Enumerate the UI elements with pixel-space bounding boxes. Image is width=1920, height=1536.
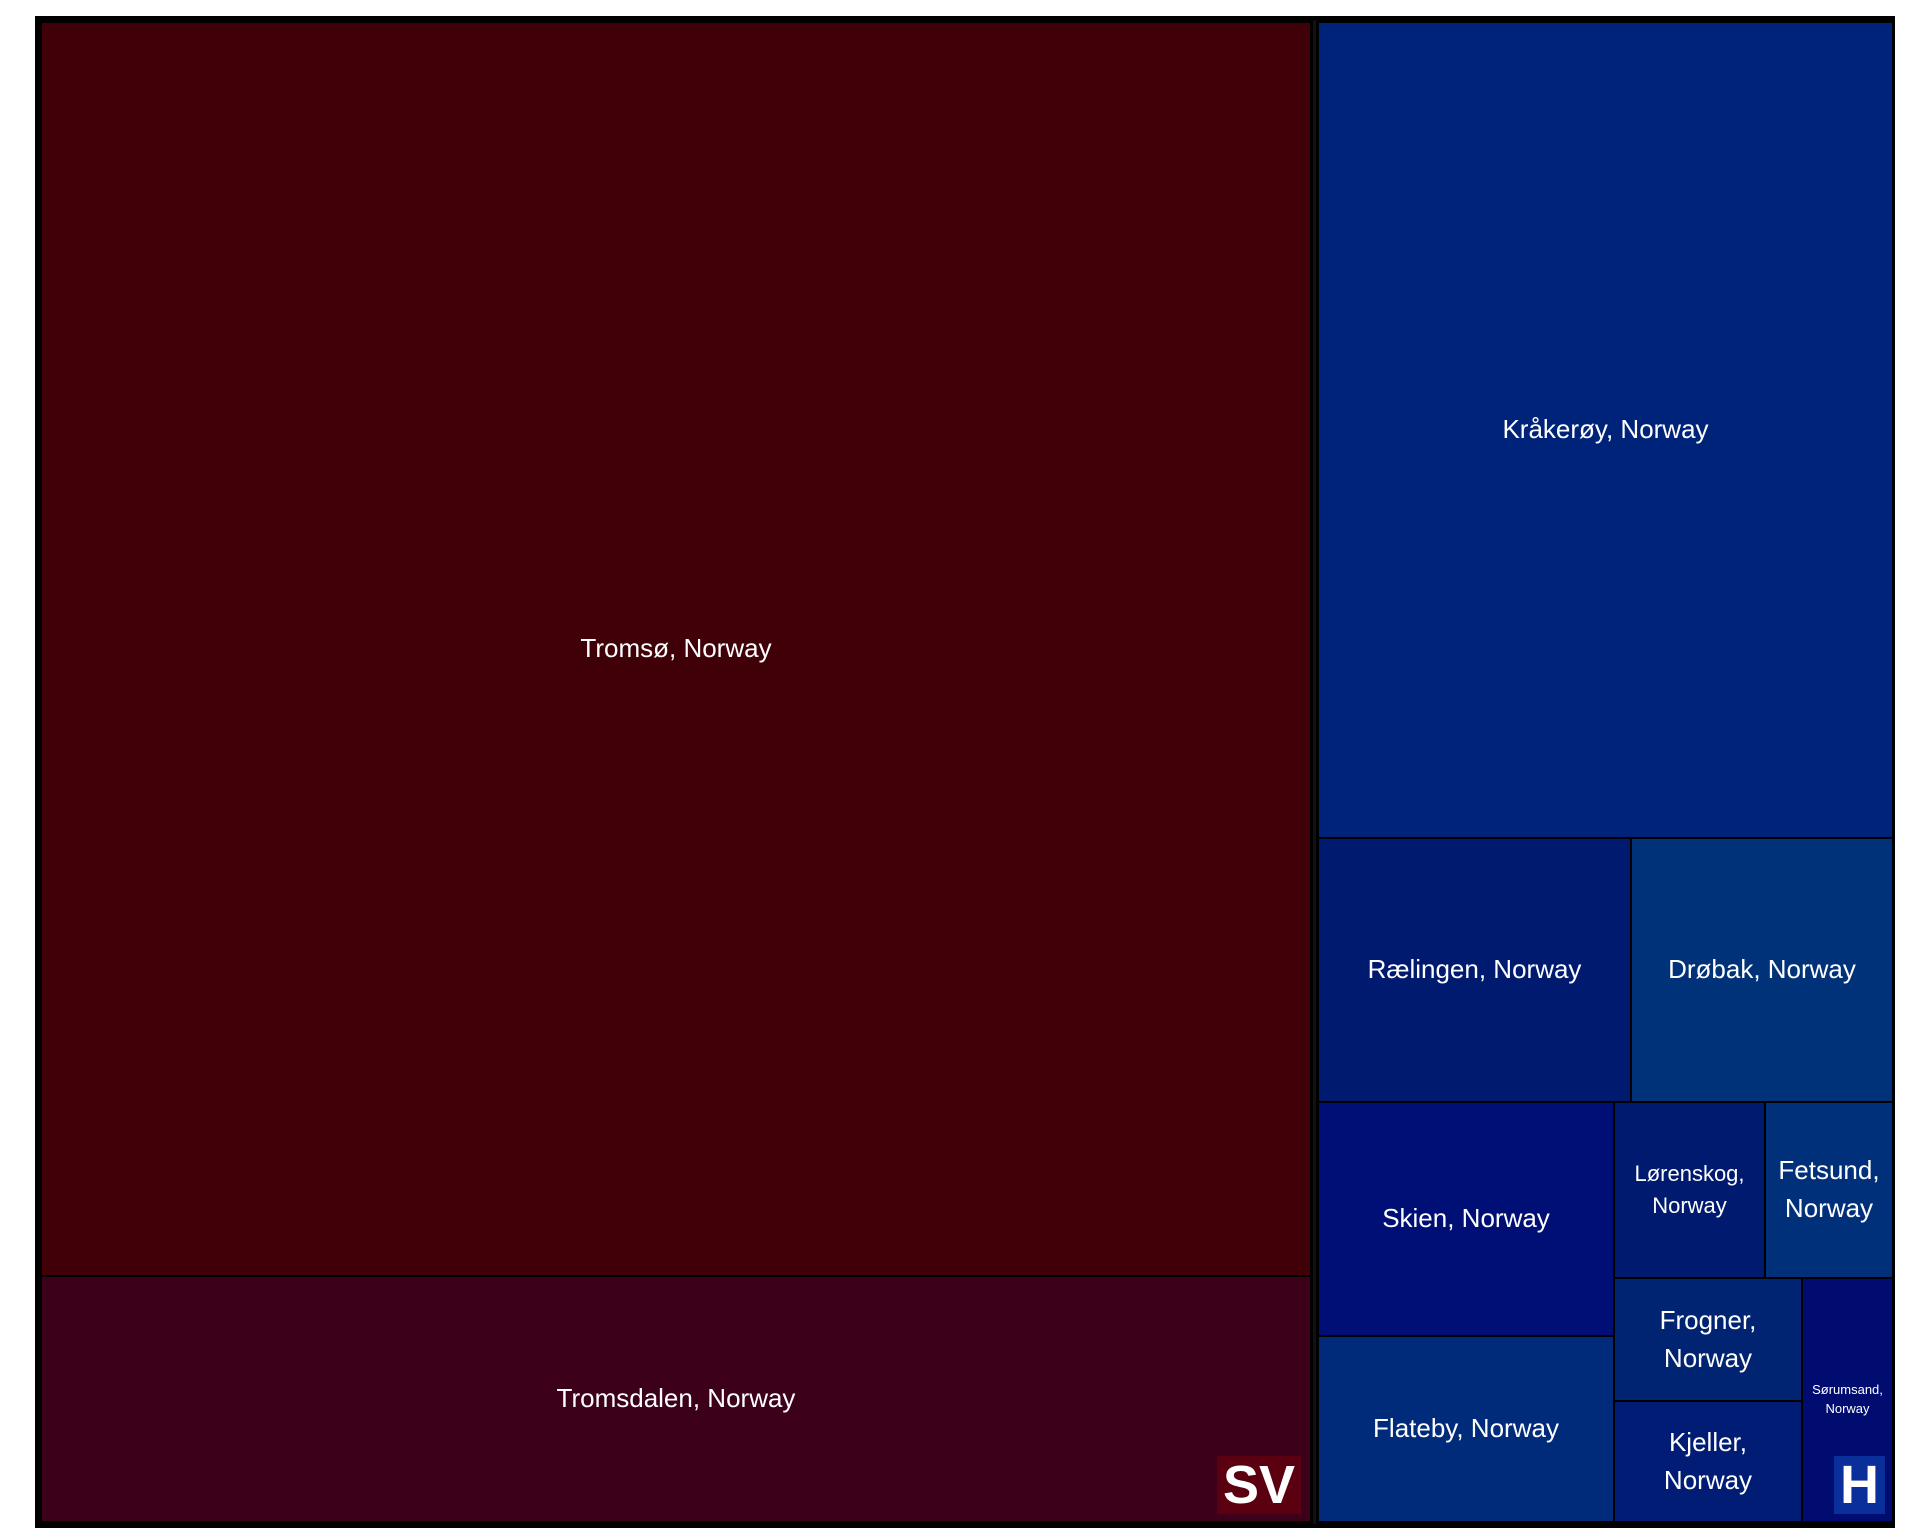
treemap-tile[interactable]: Drøbak, Norway [1631, 838, 1893, 1102]
treemap-group-sv: Tromsø, Norway Tromsdalen, Norway SV [39, 20, 1313, 1524]
treemap-tile[interactable]: Tromsdalen, Norway [41, 1276, 1311, 1522]
treemap-tile-label: Flateby, Norway [1373, 1413, 1559, 1444]
treemap-tile[interactable]: Fetsund, Norway [1765, 1102, 1893, 1278]
treemap-tile-label: Rælingen, Norway [1367, 954, 1582, 985]
treemap-tile-label: Skien, Norway [1382, 1203, 1550, 1234]
treemap-tile[interactable]: Skien, Norway [1318, 1102, 1614, 1336]
treemap-tile-label: Kråkerøy, Norway [1502, 414, 1709, 445]
treemap-tile-label: Tromsø, Norway [580, 633, 772, 664]
treemap-tile-label: Kjeller, Norway [1663, 1426, 1753, 1495]
treemap-tile[interactable]: Kjeller, Norway [1614, 1401, 1802, 1522]
treemap-tile-label: Frogner, Norway [1659, 1304, 1757, 1373]
treemap-tile[interactable]: Flateby, Norway [1318, 1336, 1614, 1522]
treemap-tile[interactable]: Tromsø, Norway [41, 22, 1311, 1276]
treemap-group-label: SV [1216, 1456, 1301, 1514]
treemap-tile[interactable]: Kråkerøy, Norway [1318, 22, 1893, 838]
treemap-tile-label: Lørenskog, Norway [1634, 1161, 1745, 1218]
treemap-tile-label: Sørumsand, Norway [1812, 1382, 1883, 1416]
treemap-tile-label: Tromsdalen, Norway [556, 1383, 796, 1414]
treemap-group-label: H [1834, 1456, 1885, 1514]
treemap-tile-label: Drøbak, Norway [1668, 954, 1856, 985]
treemap-group-h: Kråkerøy, Norway Rælingen, Norway Drøbak, … [1316, 20, 1895, 1524]
treemap-tile[interactable]: Lørenskog, Norway [1614, 1102, 1765, 1278]
treemap-tile-label: Fetsund, Norway [1778, 1155, 1880, 1223]
treemap-tile[interactable]: Rælingen, Norway [1318, 838, 1631, 1102]
treemap-tile[interactable]: Frogner, Norway [1614, 1278, 1802, 1401]
treemap-frame: Tromsø, Norway Tromsdalen, Norway SV Kråker… [35, 16, 1895, 1528]
